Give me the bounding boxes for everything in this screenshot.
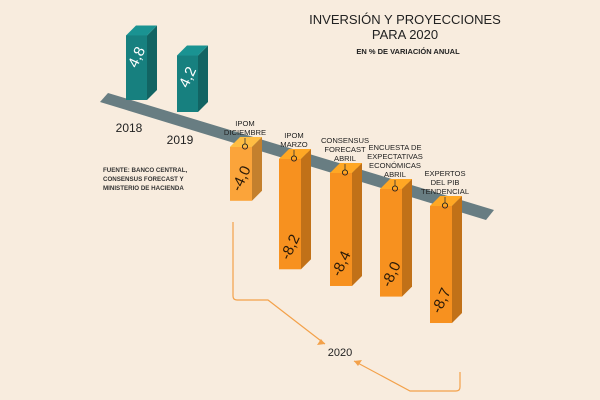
bar-side-face xyxy=(301,149,311,270)
category-label-line: TENDENCIAL xyxy=(421,187,469,196)
bar-top-face xyxy=(230,137,262,147)
category-label-line: EXPERTOS xyxy=(424,169,465,178)
category-label-line: DEL PIB xyxy=(431,178,460,187)
bar-side-face xyxy=(402,179,412,297)
bar-top-face xyxy=(126,25,157,36)
bar-front-face xyxy=(330,173,352,286)
axis-marker xyxy=(391,185,399,192)
category-label-line: ABRIL xyxy=(384,170,406,179)
year-label: 2019 xyxy=(167,133,194,147)
bar-top-face xyxy=(177,45,208,56)
source-line: FUENTE: BANCO CENTRAL, xyxy=(103,167,187,174)
category-label-line: CONSENSUS xyxy=(321,136,369,145)
axis-marker xyxy=(341,169,349,176)
category-label-line: FORECAST xyxy=(324,145,366,154)
axis-marker xyxy=(441,202,449,209)
bar-front-face xyxy=(279,159,301,270)
bar-side-face xyxy=(352,163,362,286)
bar-front-face xyxy=(126,35,147,100)
category-label-line: ABRIL xyxy=(334,154,356,163)
chart-title: INVERSIÓN Y PROYECCIONES xyxy=(309,12,501,27)
bar-front-face xyxy=(380,189,402,297)
bar-side-face xyxy=(252,137,262,201)
bar-side-face xyxy=(452,196,462,324)
bar-top-face xyxy=(330,163,362,173)
bracket-arrow-right xyxy=(317,339,325,345)
bar-side-face xyxy=(198,45,208,113)
source-line: MINISTERIO DE HACIENDA xyxy=(103,185,184,192)
axis-marker xyxy=(241,143,249,150)
bracket-right xyxy=(353,360,461,392)
category-label-line: IPOM xyxy=(284,131,303,140)
bar-top-face xyxy=(279,149,311,159)
category-label-line: ECONÓMICAS xyxy=(369,161,421,170)
chart-title-line2: PARA 2020 xyxy=(372,27,438,42)
group-label-2020: 2020 xyxy=(328,347,352,359)
category-label-line: DICIEMBRE xyxy=(224,128,266,137)
year-label: 2018 xyxy=(116,121,143,135)
bar-front-face xyxy=(230,147,252,201)
category-label-line: ENCUESTA DE xyxy=(368,143,421,152)
bar-top-face xyxy=(430,196,462,206)
category-label-line: MARZO xyxy=(280,140,308,149)
chart-subtitle: EN % DE VARIACIÓN ANUAL xyxy=(356,47,460,56)
category-label-line: EXPECTATIVAS xyxy=(367,152,423,161)
bracket-left xyxy=(232,222,326,345)
bar-top-face xyxy=(380,179,412,189)
source-note: FUENTE: BANCO CENTRAL, CONSENSUS FORECAST… xyxy=(103,167,187,192)
bar-front-face xyxy=(177,55,198,112)
source-line: CONSENSUS FORECAST Y xyxy=(103,176,185,183)
bracket-arrow-left xyxy=(354,360,362,366)
bar-side-face xyxy=(147,25,157,100)
bar-front-face xyxy=(430,206,452,324)
category-label-line: IPOM xyxy=(235,119,254,128)
axis-marker xyxy=(290,155,298,162)
group-bracket-2020 xyxy=(232,222,461,392)
